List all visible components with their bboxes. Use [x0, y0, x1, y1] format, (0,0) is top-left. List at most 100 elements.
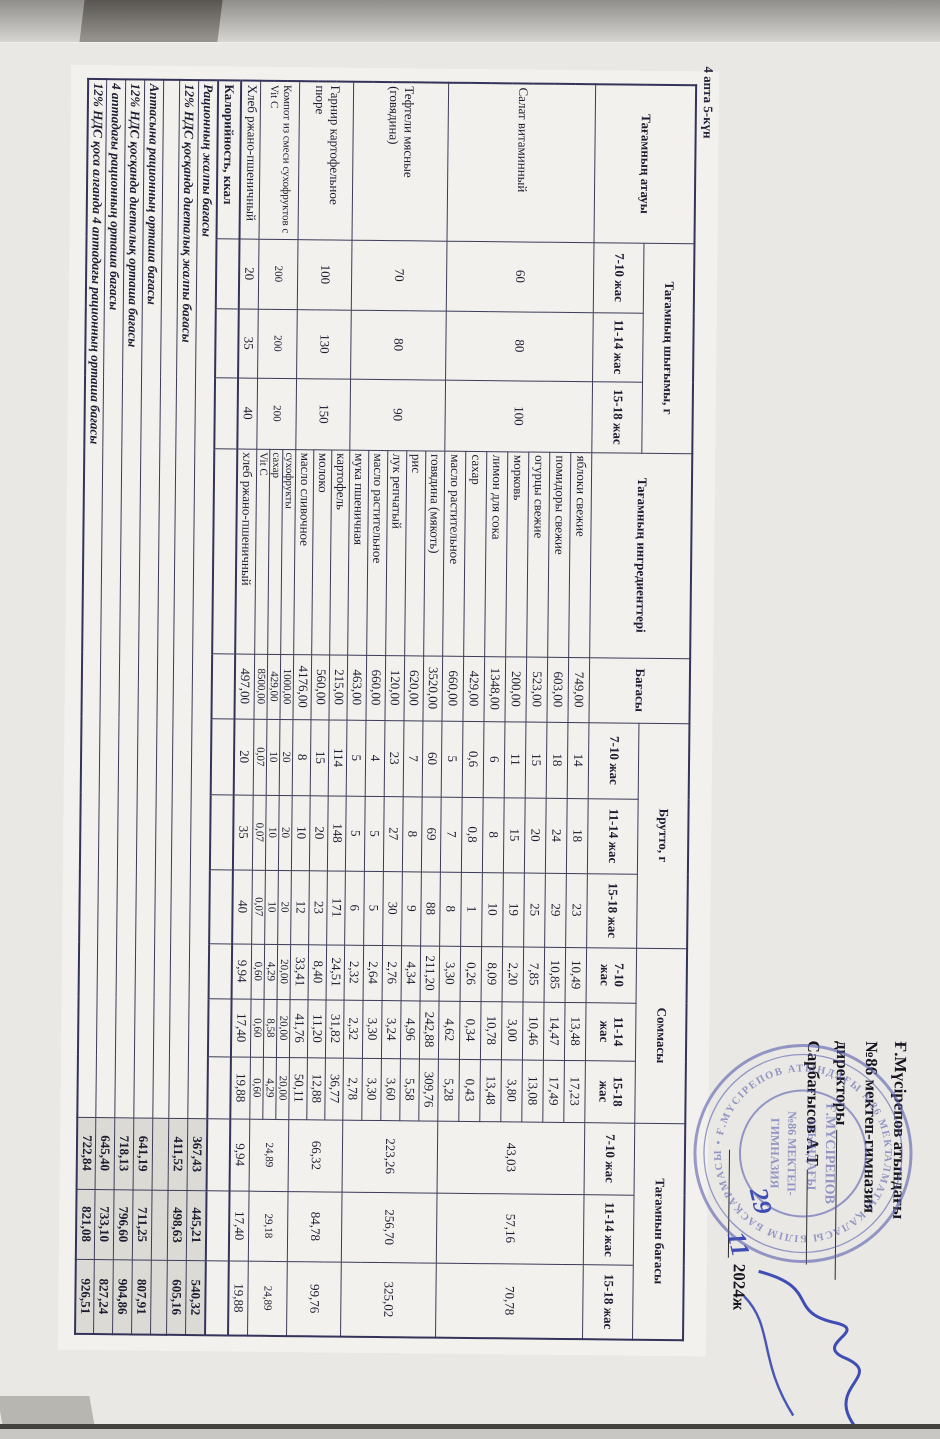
- sum-value: 9,94: [231, 943, 253, 999]
- dish-price-value: 57,16: [436, 1192, 585, 1265]
- summary-value: 605,16: [167, 1259, 187, 1336]
- ingredient-name: яблоки свежие: [569, 452, 593, 658]
- sum-value: 17,49: [543, 1059, 565, 1123]
- sum-value: 8,40: [308, 944, 328, 1000]
- ingredient-unit-price: 3520,00: [423, 655, 444, 721]
- ingredient-name: картофель: [330, 449, 351, 655]
- scan-shadow-bottom-left: [0, 1396, 95, 1426]
- dish-output-value: 150: [296, 378, 352, 450]
- empty-cell: [214, 377, 239, 449]
- brutto-value: 0,07: [252, 869, 266, 944]
- dish-output-value: 90: [350, 378, 447, 451]
- sum-value: 2,32: [343, 999, 364, 1058]
- brutto-value: 0,8: [461, 796, 484, 873]
- dish-name: Компот из смеси сухофруктов с Vit C: [259, 80, 301, 240]
- dish-name: Тефтели мясные (говядина): [352, 81, 450, 241]
- sum-value: 0,60: [250, 1056, 264, 1119]
- brutto-value: 23: [384, 720, 405, 797]
- sum-value: 33,41: [290, 944, 310, 1000]
- dish-price-value: 19,88: [228, 1260, 249, 1336]
- brutto-value: 15: [310, 719, 330, 796]
- header-age-group: 15-18 жас: [585, 1060, 636, 1123]
- empty-cell: [209, 869, 233, 944]
- brutto-value: 20: [233, 718, 255, 795]
- page-title: 4 апта 5-күн: [700, 66, 717, 139]
- header-age-group: 11-14 жас: [585, 1002, 637, 1061]
- summary-value: 733,10: [94, 1189, 115, 1260]
- dish-output-value: 70: [351, 239, 448, 311]
- brutto-value: 12: [291, 870, 310, 945]
- ingredient-unit-price: 1348,00: [484, 656, 507, 722]
- sum-value: 20,00: [276, 1056, 290, 1120]
- brutto-value: 25: [524, 872, 546, 947]
- sum-value: 10,78: [480, 1001, 503, 1060]
- scan-edge-bottom: [0, 1424, 940, 1429]
- sum-value: 2,20: [502, 946, 525, 1002]
- sum-value: 2,76: [382, 945, 403, 1001]
- sum-value: 8,58: [263, 998, 278, 1057]
- sum-value: 12,88: [307, 1057, 326, 1120]
- dish-output-value: 100: [445, 379, 594, 453]
- ingredient-name: сахар: [464, 450, 488, 657]
- brutto-value: 8: [440, 871, 462, 946]
- header-age-group: 11-14 жас: [593, 312, 644, 382]
- ingredient-unit-price: 523,00: [526, 656, 549, 722]
- empty-cell: [215, 238, 240, 309]
- header-age-group: 11-14 жас: [583, 1194, 635, 1265]
- ingredient-unit-price: 1000,00: [280, 653, 295, 720]
- brutto-value: 9: [402, 871, 422, 946]
- header-age-group: 7-10 жас: [584, 1122, 636, 1195]
- ingredient-name: огурцы свежие: [527, 451, 551, 657]
- summary-value: [151, 1259, 168, 1335]
- ingredient-unit-price: 497,00: [234, 653, 256, 719]
- header-unit-price: Бағасы: [589, 657, 691, 724]
- ingredient-unit-price: 120,00: [385, 655, 406, 721]
- summary-value: 498,63: [167, 1189, 188, 1261]
- sum-value: 7,85: [523, 946, 546, 1002]
- sum-value: 4,96: [400, 1000, 421, 1059]
- calories-label: Калорийность, ккал: [216, 80, 242, 239]
- stamp-center-line: Ғ.МҮСІРЕПОВ: [821, 1104, 837, 1204]
- sum-value: 4,29: [264, 943, 279, 999]
- sum-value: 13,08: [522, 1059, 544, 1122]
- header-sum: Соммасы: [635, 947, 688, 1124]
- empty-cell: [215, 308, 239, 378]
- brutto-value: 20: [524, 797, 547, 873]
- brutto-value: 5: [364, 795, 385, 872]
- sum-value: 13,48: [564, 1002, 587, 1061]
- summary-value: 796,60: [113, 1189, 134, 1260]
- stamp-center-line: №86 МЕКТЕП-: [785, 1111, 800, 1196]
- sum-value: 36,77: [325, 1057, 344, 1120]
- empty-cell: [212, 448, 238, 654]
- brutto-value: 14: [567, 722, 590, 799]
- dish-price-value: 66,32: [288, 1119, 344, 1192]
- ingredient-name: масло растительное: [367, 449, 389, 656]
- brutto-value: 27: [383, 796, 404, 872]
- dish-output-value: 20: [238, 238, 260, 309]
- summary-value: 821,08: [75, 1188, 96, 1260]
- brutto-value: 15: [503, 797, 526, 873]
- brutto-value: 5: [441, 720, 464, 797]
- sum-value: 2,32: [344, 944, 365, 1000]
- dish-price-value: 17,40: [228, 1190, 250, 1261]
- brutto-value: 11: [504, 721, 527, 798]
- ingredient-unit-price: 620,00: [404, 655, 425, 721]
- signature-scribble: [743, 1269, 870, 1439]
- header-age-group: 15-18 жас: [587, 873, 638, 948]
- summary-value: 904,86: [113, 1259, 133, 1335]
- ingredient-unit-price: 560,00: [311, 654, 331, 720]
- brutto-value: 148: [327, 795, 347, 871]
- empty-cell: [207, 1056, 231, 1119]
- sum-value: 4,29: [263, 1056, 277, 1120]
- summary-value: 926,51: [75, 1258, 95, 1335]
- dish-output-value: 130: [297, 309, 352, 379]
- summary-value: 445,21: [186, 1190, 207, 1261]
- brutto-value: 10: [291, 795, 311, 871]
- ingredient-name: говядина (мякоть): [424, 450, 446, 656]
- sum-value: 3,30: [362, 1057, 382, 1121]
- brutto-value: 7: [440, 796, 463, 872]
- brutto-value: 5: [345, 795, 366, 871]
- ingredient-name: мука пшеничная: [348, 449, 370, 655]
- ingredient-name: молоко: [312, 449, 333, 655]
